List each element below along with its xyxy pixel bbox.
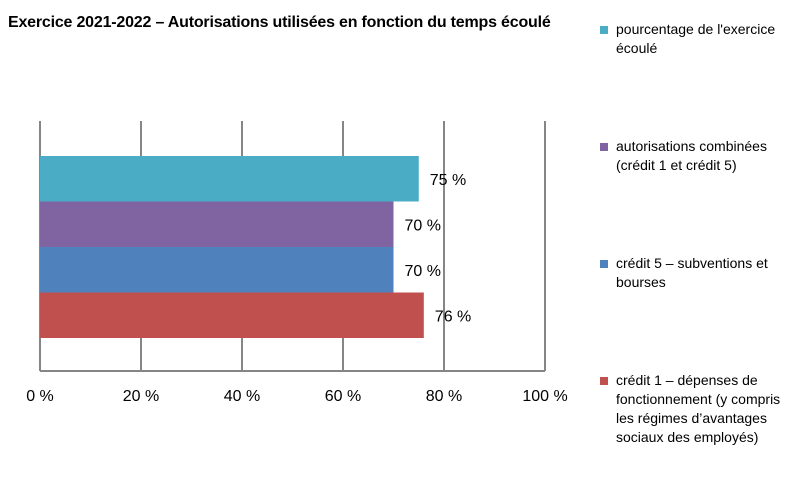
data-label: 70 % xyxy=(405,263,441,280)
legend-swatch xyxy=(600,260,608,268)
bar xyxy=(40,247,394,293)
data-labels: 75 % 70 % 70 % 76 % xyxy=(405,172,472,326)
bars xyxy=(40,156,424,338)
legend-label: crédit 1 – dépenses de fonctionnement (y… xyxy=(616,372,781,445)
legend-item-vote-1: crédit 1 – dépenses de fonctionnement (y… xyxy=(600,371,798,447)
legend-swatch xyxy=(600,26,608,34)
legend-swatch xyxy=(600,143,608,151)
bar xyxy=(40,156,419,202)
data-label: 75 % xyxy=(430,172,466,189)
legend-item-vote-5: crédit 5 – subventions et bourses xyxy=(600,254,798,292)
legend-item-combined-authorities: autorisations combinées (crédit 1 et cré… xyxy=(600,137,798,175)
bar-chart-plot: 75 % 70 % 70 % 76 % 0 % 20 % 40 % 60 % 80 % 100 … xyxy=(26,121,568,405)
data-label: 70 % xyxy=(405,217,441,234)
legend-swatch xyxy=(600,377,608,385)
x-axis-ticks: 0 % 20 % 40 % 60 % 80 % 100 % xyxy=(26,388,567,405)
legend-label: crédit 5 – subventions et bourses xyxy=(616,255,768,290)
x-tick-label: 20 % xyxy=(123,388,159,405)
data-label: 76 % xyxy=(435,308,471,325)
x-tick-label: 40 % xyxy=(224,388,260,405)
x-tick-label: 0 % xyxy=(26,388,54,405)
legend-label: autorisations combinées (crédit 1 et cré… xyxy=(616,138,767,173)
legend-item-exercise-elapsed: pourcentage de l'exercice écoulé xyxy=(600,20,798,58)
bar xyxy=(40,201,394,247)
x-tick-label: 60 % xyxy=(325,388,361,405)
x-tick-label: 80 % xyxy=(426,388,462,405)
chart-title: Exercice 2021-2022 – Autorisations utili… xyxy=(8,14,551,31)
bar xyxy=(40,292,424,338)
legend-label: pourcentage de l'exercice écoulé xyxy=(616,21,776,56)
x-tick-label: 100 % xyxy=(522,388,567,405)
legend: pourcentage de l'exercice écoulé autoris… xyxy=(600,0,800,500)
